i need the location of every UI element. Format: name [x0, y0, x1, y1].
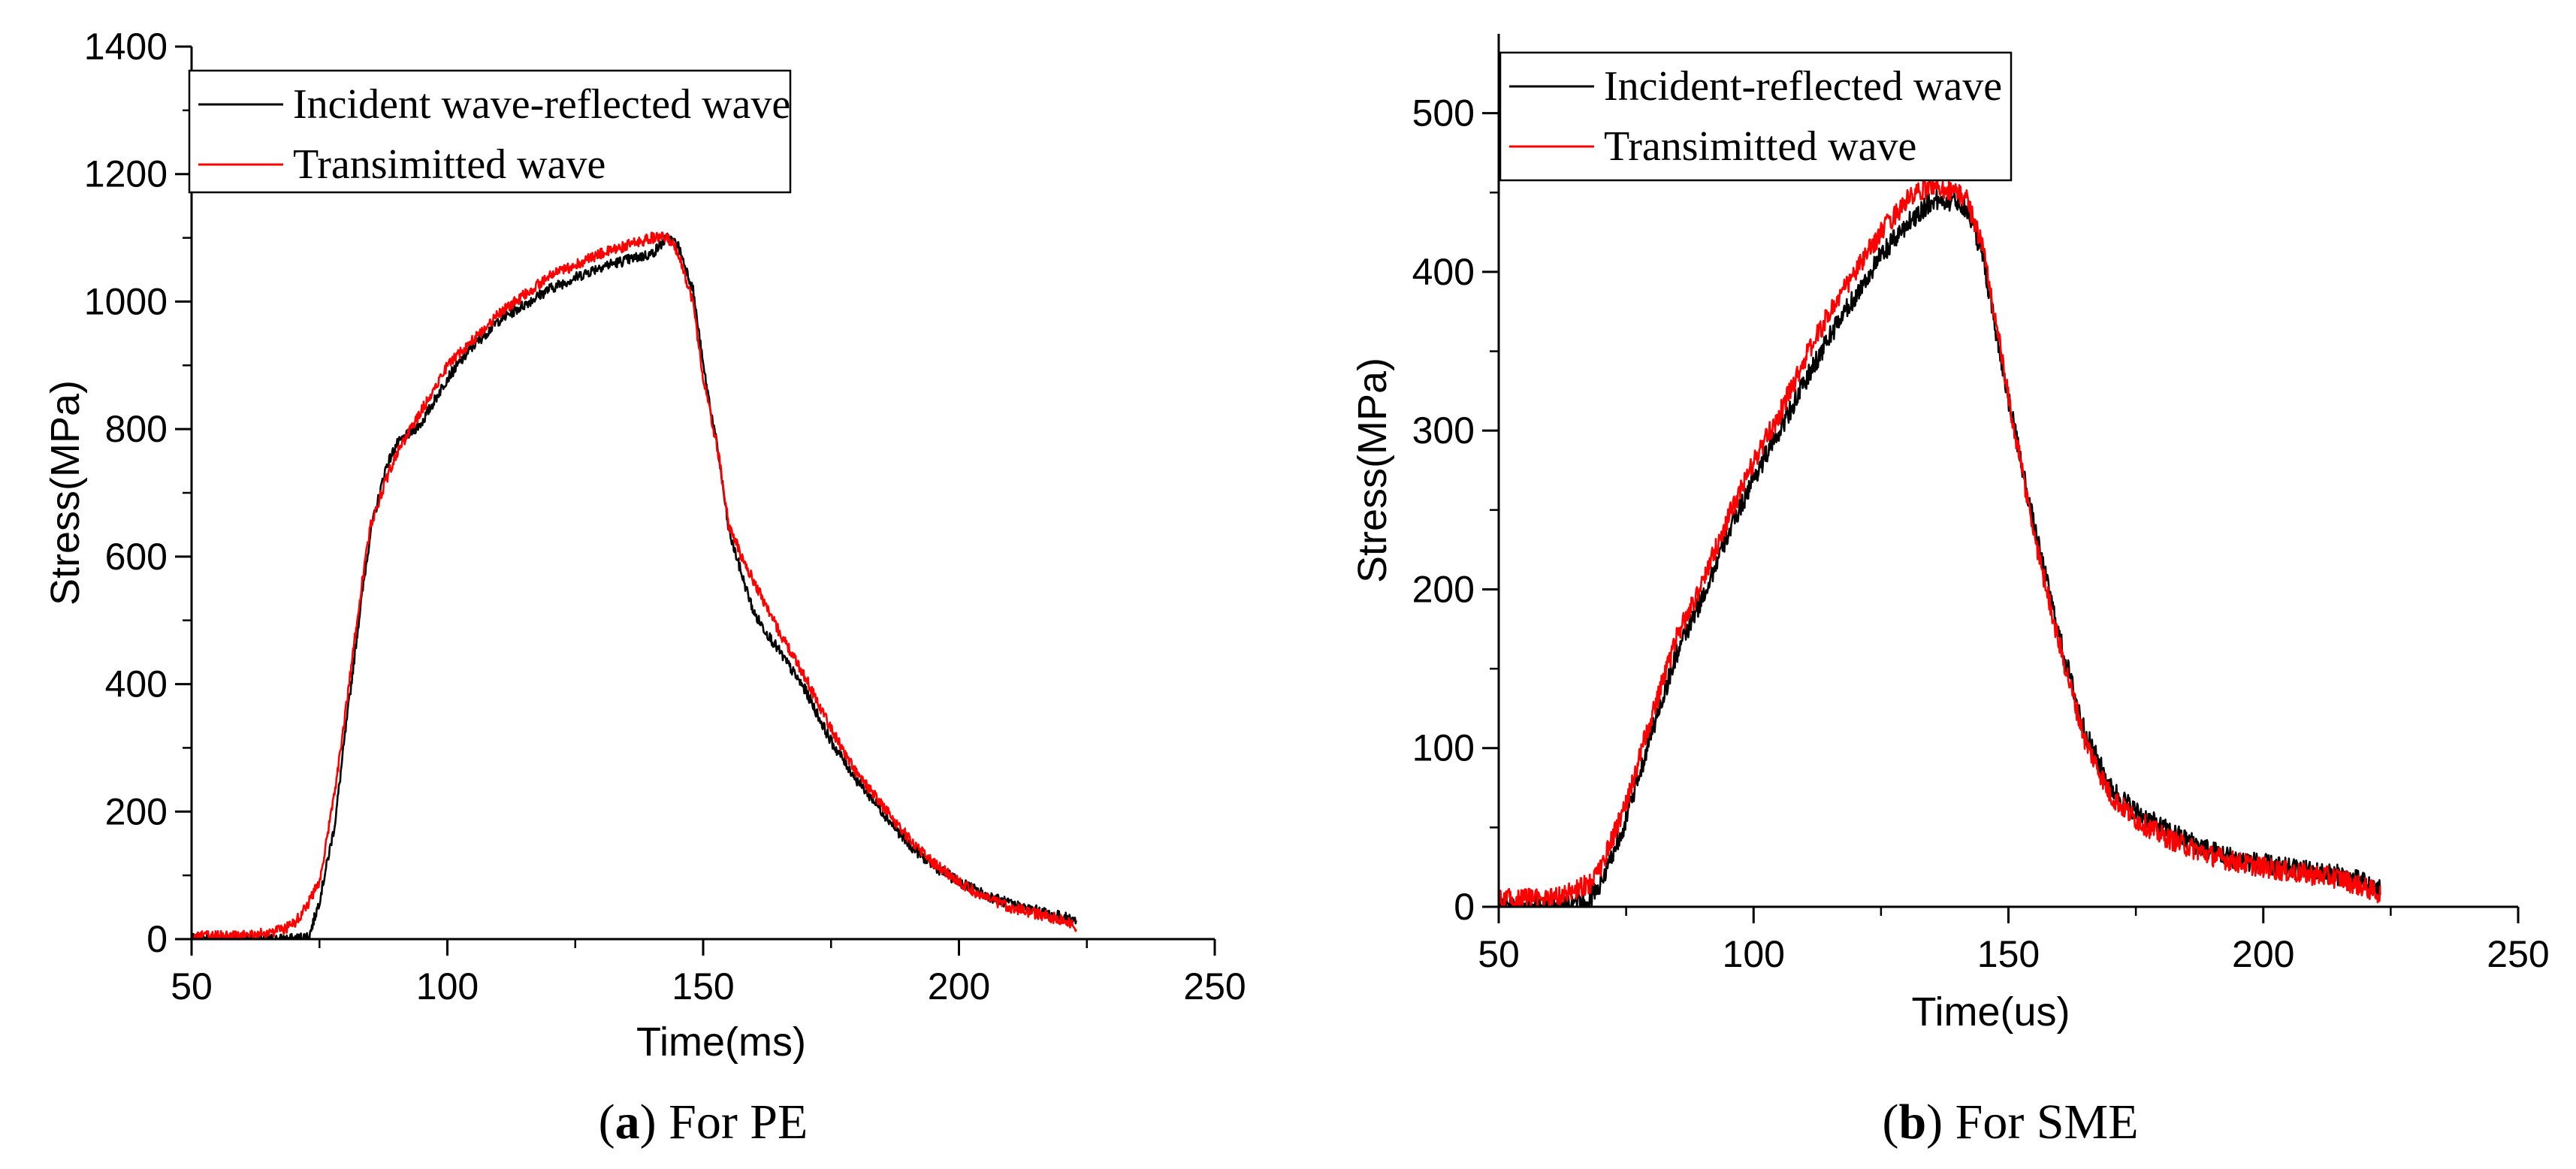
x-tick-label: 150: [1977, 933, 2040, 975]
x-axis-title: Time(ms): [636, 1019, 806, 1065]
legend-label: Incident-reflected wave: [1604, 63, 2002, 110]
x-tick-label: 50: [1478, 933, 1520, 975]
y-tick-label: 0: [146, 918, 168, 960]
y-tick-label: 1000: [84, 280, 168, 322]
legend-label: Transimitted wave: [293, 141, 605, 188]
panel-a-chart: 50 100 150 200 250 0 200 400 600 800 1000 1200 1400 T…: [43, 26, 1246, 1149]
x-axis-title: Time(us): [1912, 989, 2070, 1035]
x-tick-label: 250: [1183, 965, 1246, 1007]
x-tick-label: 200: [2232, 933, 2294, 975]
y-tick-label: 0: [1454, 886, 1475, 928]
y-tick-label: 500: [1412, 92, 1475, 134]
y-axis-title: Stress(MPa): [1350, 358, 1395, 583]
series-line-transmitted: [1498, 176, 2381, 908]
panel-caption-label: b: [1898, 1095, 1926, 1149]
panel-caption: (a) For PE: [599, 1095, 808, 1149]
panel-caption-label: a: [615, 1095, 640, 1149]
series-line-incident: [1498, 189, 2381, 908]
x-tick-label: 150: [672, 965, 734, 1007]
legend-box: [1499, 51, 2013, 182]
legend-label: Transimitted wave: [1604, 123, 1916, 170]
y-tick-label: 1200: [84, 153, 168, 195]
x-tick-label: 50: [171, 965, 213, 1007]
x-tick-label: 100: [416, 965, 479, 1007]
x-tick-label: 200: [928, 965, 990, 1007]
y-tick-label: 400: [1412, 251, 1475, 293]
panel-caption: (b) For SME: [1882, 1095, 2138, 1149]
legend: Incident wave-reflected wave Transimitted…: [188, 69, 792, 194]
legend-label: Incident wave-reflected wave: [293, 81, 790, 128]
y-tick-label: 600: [105, 536, 168, 578]
y-tick-label: 800: [105, 408, 168, 450]
x-tick-label: 100: [1723, 933, 1785, 975]
series-line-transmitted: [190, 231, 1077, 941]
y-tick-label: 300: [1412, 409, 1475, 452]
legend: Incident-reflected wave Transimitted wave: [1499, 51, 2013, 182]
legend-box: [188, 69, 792, 194]
y-tick-label: 200: [105, 790, 168, 832]
y-tick-label: 100: [1412, 727, 1475, 769]
x-tick-label: 250: [2487, 933, 2549, 975]
panel-caption-text: For PE: [669, 1095, 808, 1149]
y-tick-label: 400: [105, 663, 168, 705]
series-line-incident: [190, 232, 1077, 941]
panel-caption-text: For SME: [1955, 1095, 2139, 1149]
panel-b-chart: 50 100 150 200 250 0 100 200 300 400 500 Time(us) St…: [1350, 34, 2550, 1149]
y-axis-title: Stress(MPa): [43, 380, 88, 606]
y-tick-label: 1400: [84, 26, 168, 68]
y-tick-label: 200: [1412, 568, 1475, 610]
